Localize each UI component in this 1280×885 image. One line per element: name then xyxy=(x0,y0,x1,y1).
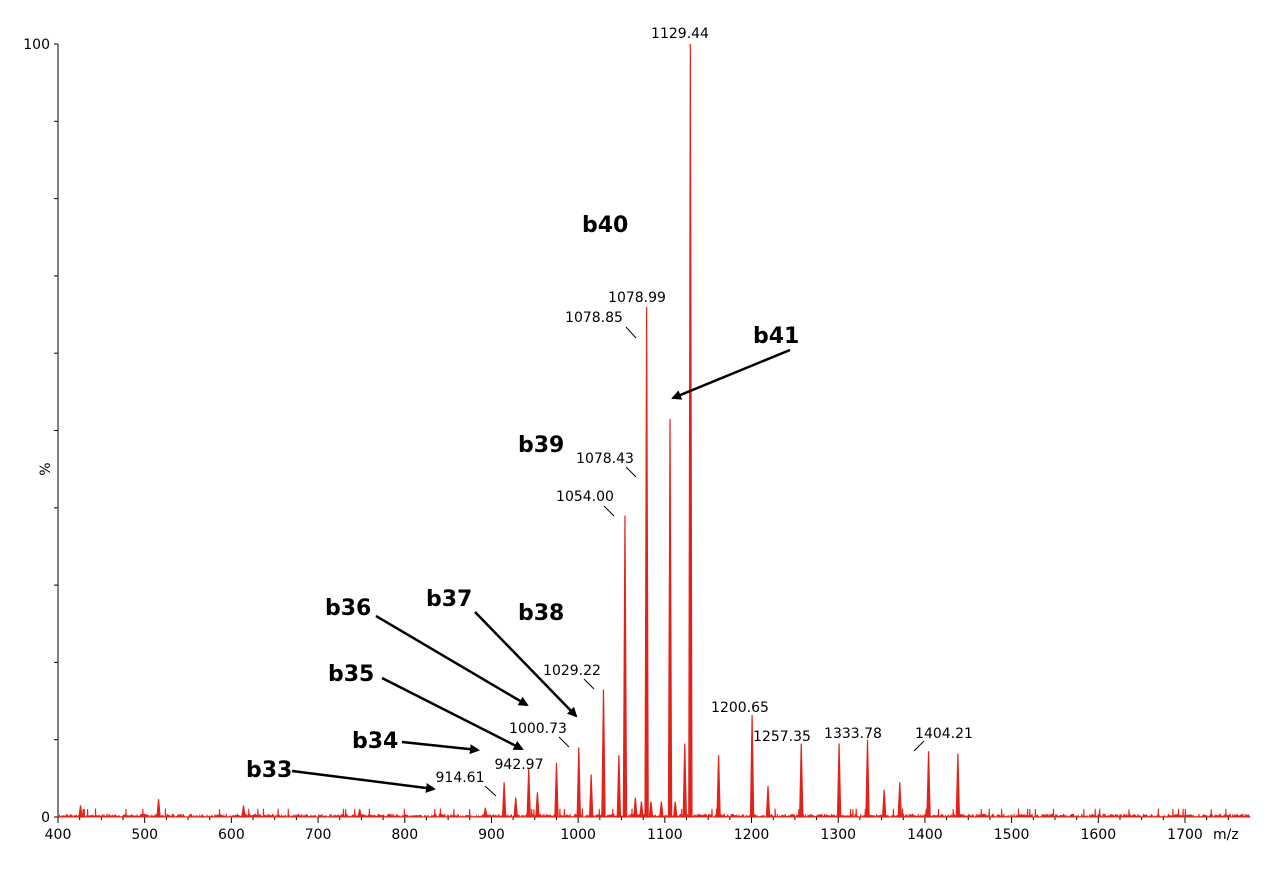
peak-5 xyxy=(501,782,507,818)
peak-label-10: 1257.35 xyxy=(753,729,811,745)
ion-arrow-b35 xyxy=(381,676,524,751)
peak-4 xyxy=(483,807,488,818)
peak-3 xyxy=(357,809,363,818)
ion-arrow-b41 xyxy=(671,348,791,400)
peak-label-leader xyxy=(583,678,595,690)
peak-22 xyxy=(682,743,687,818)
peak-label-1: 1078.99 xyxy=(608,290,666,306)
x-tick-label: 1700 xyxy=(1167,827,1203,843)
x-tick-label: 600 xyxy=(218,827,245,843)
ion-label-b40: b40 xyxy=(582,213,628,238)
x-axis-title: m/z xyxy=(1213,827,1239,843)
ion-label-b38: b38 xyxy=(518,601,564,626)
peak-10 xyxy=(576,747,581,818)
x-tick-label: 500 xyxy=(131,827,158,843)
axes: 0 100 400 500 600 700 800 900 1000 1100 1200 1300 14… xyxy=(23,37,1250,843)
peak-23 xyxy=(688,43,693,818)
peak-8 xyxy=(535,792,540,818)
x-tick-label: 1300 xyxy=(820,827,856,843)
peak-label-7: 942.97 xyxy=(495,757,544,773)
peak-6 xyxy=(513,797,518,818)
peak-15 xyxy=(633,797,638,818)
peak-7 xyxy=(526,769,531,818)
peak-27 xyxy=(799,743,804,818)
peak-32 xyxy=(926,751,931,818)
ion-arrow-b36 xyxy=(375,614,529,707)
peak-label-0: 1129.44 xyxy=(651,26,709,42)
ion-arrow-b33 xyxy=(291,769,436,793)
peak-labels: 1129.44 1078.99 1078.85 1078.43 1054.00 1029.… xyxy=(436,26,973,797)
y-tick-label: 0 xyxy=(41,810,50,826)
peak-label-8: 914.61 xyxy=(436,770,485,786)
peak-label-6: 1000.73 xyxy=(509,721,567,737)
ion-label-b34: b34 xyxy=(352,729,398,754)
peak-25 xyxy=(749,714,755,818)
peak-29 xyxy=(865,739,870,818)
peak-17 xyxy=(644,306,649,818)
peak-label-11: 1333.78 xyxy=(824,726,882,742)
peak-30 xyxy=(881,789,887,818)
peak-12 xyxy=(601,689,606,818)
ion-label-b41: b41 xyxy=(753,324,799,349)
peak-label-leader xyxy=(558,736,570,748)
spectrum-trace xyxy=(57,43,1251,818)
peak-26 xyxy=(765,786,771,818)
x-tick-label: 800 xyxy=(391,827,418,843)
peak-21 xyxy=(672,801,678,818)
x-tick-label: 700 xyxy=(305,827,332,843)
ion-label-b33: b33 xyxy=(246,758,292,783)
peak-label-9: 1200.65 xyxy=(711,700,769,716)
peak-label-leader xyxy=(625,466,637,478)
peak-16 xyxy=(639,801,644,818)
peak-11 xyxy=(588,774,594,818)
x-tick-label: 1000 xyxy=(560,827,596,843)
peak-label-leader xyxy=(603,505,615,517)
peak-18 xyxy=(648,801,654,818)
peak-label-leader xyxy=(625,326,637,339)
peak-label-leader xyxy=(484,785,497,797)
ion-arrow-b37 xyxy=(474,611,578,718)
ion-arrow-b34 xyxy=(401,740,480,755)
ion-label-b39: b39 xyxy=(518,433,564,458)
peak-28 xyxy=(836,743,842,818)
x-tick-label: 1200 xyxy=(734,827,770,843)
x-tick-label: 1500 xyxy=(994,827,1030,843)
peak-label-leader xyxy=(913,740,925,752)
x-tick-label: 400 xyxy=(45,827,72,843)
baseline-noise xyxy=(57,808,1251,818)
peak-20 xyxy=(667,418,673,818)
peak-19 xyxy=(659,801,664,818)
y-axis-title: % xyxy=(38,462,54,475)
peak-label-5: 1029.22 xyxy=(543,663,601,679)
x-tick-label: 1400 xyxy=(907,827,943,843)
peak-label-2: 1078.85 xyxy=(565,310,623,326)
peak-1 xyxy=(156,799,161,818)
ion-label-b36: b36 xyxy=(325,596,371,621)
peak-2 xyxy=(241,805,246,818)
peak-label-4: 1054.00 xyxy=(556,489,614,505)
x-tick-label: 1600 xyxy=(1080,827,1116,843)
y-tick-label: 100 xyxy=(23,37,50,53)
ion-label-b35: b35 xyxy=(328,662,374,687)
peak-label-3: 1078.43 xyxy=(576,451,634,467)
x-tick-label: 1100 xyxy=(647,827,683,843)
peak-24 xyxy=(716,755,721,818)
peak-33 xyxy=(955,753,961,818)
peak-9 xyxy=(554,762,559,818)
peak-31 xyxy=(897,782,902,818)
peak-0 xyxy=(78,805,83,818)
peak-14 xyxy=(622,515,628,818)
peak-label-12: 1404.21 xyxy=(915,726,973,742)
peak-13 xyxy=(616,755,622,818)
ion-label-b37: b37 xyxy=(426,587,472,612)
x-tick-label: 900 xyxy=(478,827,505,843)
ion-annotations: b33 b34 b35 b36 b37 b38 b39 b40 b41 xyxy=(246,213,799,793)
